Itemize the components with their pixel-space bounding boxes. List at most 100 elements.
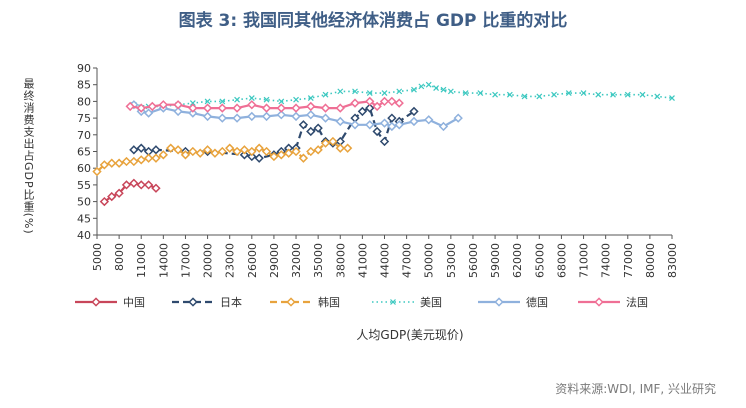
series-germany-point [306, 110, 316, 120]
series-korea-point [306, 146, 316, 157]
series-usa-point [610, 91, 616, 98]
legend-item-usa[interactable]: 美国 [372, 296, 442, 309]
legend-usa-point [390, 299, 396, 305]
series-usa [130, 81, 675, 110]
series-usa-point [447, 88, 454, 95]
y-axis-title: 最终消费支出占GDP比重(%) [22, 78, 35, 235]
y-tick-label: 90 [77, 62, 91, 75]
x-tick-label: 68000 [555, 243, 568, 278]
series-france-point [136, 103, 146, 113]
x-tick-label: 14000 [157, 243, 170, 278]
series-line-france [130, 100, 400, 110]
series-japan-point [409, 106, 419, 117]
legend-item-korea[interactable]: 韩国 [270, 295, 340, 309]
y-tick-label: 50 [77, 196, 91, 209]
series-korea-point [166, 143, 176, 153]
series-korea-point [210, 148, 220, 158]
series-korea-point [320, 138, 331, 148]
series-germany-point [232, 113, 242, 123]
series-korea-point [276, 150, 286, 160]
series-germany-point [409, 116, 419, 127]
series-france-point [125, 101, 135, 112]
series-korea-point [121, 156, 132, 167]
x-tick-label: 53000 [445, 243, 458, 278]
legend-label-japan: 日本 [220, 295, 242, 309]
series-china-point [129, 178, 139, 188]
series-france-point [173, 100, 183, 110]
series-usa-point [654, 93, 661, 100]
series-france-point [387, 96, 397, 107]
x-tick-label: 59000 [489, 243, 502, 278]
series-line-usa [133, 83, 673, 108]
series-japan-point [379, 136, 390, 147]
series-korea-point [129, 156, 139, 167]
series-usa-point [624, 91, 631, 98]
series-france-point [335, 103, 345, 113]
legend-label-france: 法国 [626, 295, 648, 309]
series-japan-point [129, 145, 139, 155]
x-tick-label: 80000 [644, 243, 657, 278]
series-germany-point [276, 110, 286, 120]
series-korea-point [225, 143, 235, 153]
series-korea-point [188, 146, 198, 157]
series-france-point [372, 101, 382, 112]
series-korea-point [202, 145, 213, 155]
series-korea-point [284, 148, 294, 158]
series-korea-point [173, 145, 183, 155]
series-france-point [276, 103, 286, 113]
series-germany-point [320, 113, 331, 123]
series-france-point [147, 101, 157, 112]
series-germany-point [188, 108, 198, 118]
y-tick-label: 45 [77, 212, 91, 225]
series-usa-point [263, 96, 270, 103]
series-usa-point [521, 93, 528, 100]
legend-item-japan[interactable]: 日本 [172, 295, 242, 309]
series-japan-point [372, 126, 382, 137]
x-tick-label: 17000 [179, 243, 192, 278]
series-usa-point [352, 88, 358, 95]
chart-title: 图表 3: 我国同其他经济体消费占 GDP 比重的对比 [178, 11, 568, 31]
series-germany-point [143, 108, 154, 118]
series-korea-point [298, 153, 309, 163]
x-tick-label: 83000 [666, 243, 679, 278]
series-germany-point [335, 116, 345, 127]
y-tick-label: 65 [77, 146, 91, 159]
legend-label-germany: 德国 [526, 295, 548, 309]
x-tick-label: 11000 [135, 243, 148, 278]
series-japan-point [136, 143, 146, 153]
series-france-point [350, 98, 360, 108]
series-germany-point [173, 106, 183, 117]
series-usa-point [248, 95, 255, 101]
legend-item-china[interactable]: 中国 [75, 296, 145, 309]
legend-item-germany[interactable]: 德国 [478, 295, 548, 309]
legend-china-point [91, 297, 101, 307]
series-germany-point [217, 113, 227, 123]
series-korea-point [328, 136, 338, 147]
series-france-point [379, 96, 390, 107]
series-japan-point [247, 151, 257, 162]
x-tick-label: 41000 [356, 243, 369, 278]
series-france-point [365, 96, 375, 107]
series-usa-point [433, 85, 440, 91]
series-germany-point [261, 111, 272, 122]
series-france-point [394, 98, 404, 108]
x-tick-label: 50000 [423, 243, 436, 278]
series-france-point [158, 100, 169, 110]
series-usa-point [462, 90, 469, 96]
series-usa-point [595, 91, 602, 98]
series-korea-point [217, 146, 227, 157]
series-germany-point [394, 120, 404, 130]
y-tick-label: 85 [77, 79, 91, 92]
x-tick-label: 38000 [334, 243, 347, 278]
x-tick-label: 74000 [600, 243, 613, 278]
series-germany-point [202, 111, 213, 122]
legend: 中国 日本 韩国 美国 德国 法国 [75, 295, 648, 309]
legend-japan-point [188, 297, 198, 307]
legend-item-france[interactable]: 法国 [578, 295, 648, 309]
series-france-point [232, 103, 242, 113]
series-germany-point [350, 120, 360, 130]
series-usa-point [492, 91, 499, 98]
legend-label-china: 中国 [123, 296, 145, 309]
series-usa-point [551, 91, 557, 98]
